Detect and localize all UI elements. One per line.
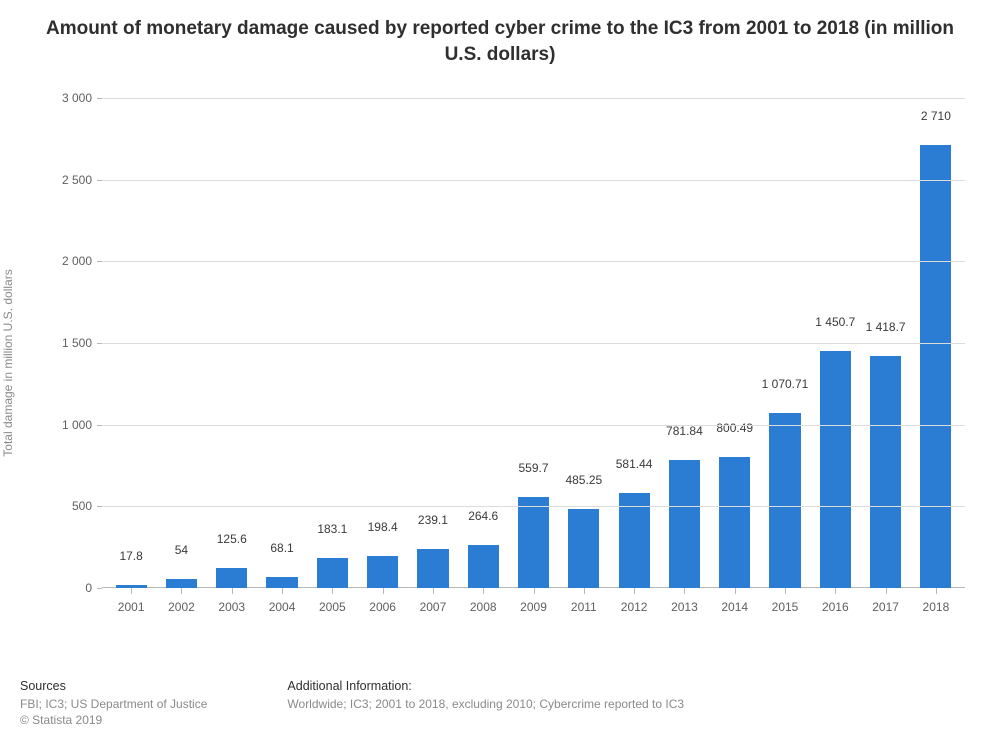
x-tick-label: 2008 — [458, 588, 508, 628]
y-axis-label: Total damage in million U.S. dollars — [1, 269, 15, 456]
x-tick-label: 2012 — [609, 588, 659, 628]
y-tick-mark — [97, 343, 102, 344]
bar-value-label: 781.84 — [666, 424, 703, 442]
x-tick-label: 2006 — [357, 588, 407, 628]
bar-value-label: 125.6 — [217, 532, 247, 550]
bar — [166, 579, 197, 588]
bar-value-label: 54 — [175, 543, 188, 561]
bar — [669, 460, 700, 588]
bar-value-label: 581.44 — [616, 457, 653, 475]
copyright-line: © Statista 2019 — [20, 713, 207, 727]
sources-heading: Sources — [20, 679, 207, 693]
y-tick-label: 1 500 — [62, 336, 92, 350]
y-tick-label: 2 000 — [62, 254, 92, 268]
bar — [820, 351, 851, 588]
y-tick-label: 0 — [85, 581, 92, 595]
x-tick-label: 2014 — [710, 588, 760, 628]
bar-value-label: 485.25 — [565, 473, 602, 491]
grid-line — [102, 180, 965, 181]
bar — [769, 413, 800, 588]
bar — [468, 545, 499, 588]
grid-line — [102, 425, 965, 426]
x-tick-label: 2007 — [408, 588, 458, 628]
x-tick-label: 2018 — [911, 588, 961, 628]
bar-value-label: 1 418.7 — [866, 320, 906, 338]
plot-area: 17.8 54 125.6 68.1 183.1 198.4 239.1 264.6 559.7… — [102, 98, 965, 588]
x-tick-label: 2009 — [508, 588, 558, 628]
x-tick-label: 2015 — [760, 588, 810, 628]
sources-block: Sources FBI; IC3; US Department of Justi… — [20, 679, 207, 727]
x-axis-ticks: 2001200220032004200520062007200820092011… — [102, 588, 965, 628]
y-tick-mark — [97, 425, 102, 426]
bar-value-label: 239.1 — [418, 513, 448, 531]
x-tick-label: 2005 — [307, 588, 357, 628]
info-heading: Additional Information: — [287, 679, 684, 693]
grid-line — [102, 98, 965, 99]
bar-value-label: 559.7 — [519, 461, 549, 479]
x-tick-label: 2011 — [559, 588, 609, 628]
bar-value-label: 17.8 — [119, 549, 142, 567]
info-block: Additional Information: Worldwide; IC3; … — [287, 679, 684, 727]
x-tick-label: 2004 — [257, 588, 307, 628]
bar-value-label: 183.1 — [317, 522, 347, 540]
bar — [568, 509, 599, 588]
y-tick-mark — [97, 98, 102, 99]
x-tick-label: 2016 — [810, 588, 860, 628]
sources-line: FBI; IC3; US Department of Justice — [20, 697, 207, 711]
y-tick-label: 500 — [72, 499, 92, 513]
bar — [719, 457, 750, 588]
x-tick-label: 2003 — [207, 588, 257, 628]
chart-footer: Sources FBI; IC3; US Department of Justi… — [20, 679, 980, 727]
grid-line — [102, 506, 965, 507]
bar-value-label: 68.1 — [270, 541, 293, 559]
info-line: Worldwide; IC3; 2001 to 2018, excluding … — [287, 697, 684, 711]
x-tick-label: 2001 — [106, 588, 156, 628]
x-tick-label: 2013 — [659, 588, 709, 628]
bar-value-label: 1 070.71 — [762, 377, 809, 395]
bar — [518, 497, 549, 588]
chart-title: Amount of monetary damage caused by repo… — [0, 0, 1000, 67]
bar — [216, 568, 247, 589]
bar — [317, 558, 348, 588]
bar — [266, 577, 297, 588]
y-tick-mark — [97, 506, 102, 507]
y-tick-label: 2 500 — [62, 173, 92, 187]
y-tick-mark — [97, 180, 102, 181]
bar — [367, 556, 398, 588]
grid-line — [102, 261, 965, 262]
bar-value-label: 2 710 — [921, 109, 951, 127]
bar — [920, 145, 951, 588]
y-tick-mark — [97, 261, 102, 262]
chart-container: Amount of monetary damage caused by repo… — [0, 0, 1000, 743]
grid-line — [102, 343, 965, 344]
y-tick-label: 1 000 — [62, 418, 92, 432]
y-tick-label: 3 000 — [62, 91, 92, 105]
chart-area: Total damage in million U.S. dollars 17.… — [60, 98, 965, 628]
x-tick-label: 2002 — [156, 588, 206, 628]
bar — [417, 549, 448, 588]
bar-value-label: 264.6 — [468, 509, 498, 527]
bar-value-label: 1 450.7 — [815, 315, 855, 333]
bar — [870, 356, 901, 588]
bar-value-label: 198.4 — [368, 520, 398, 538]
x-tick-label: 2017 — [860, 588, 910, 628]
